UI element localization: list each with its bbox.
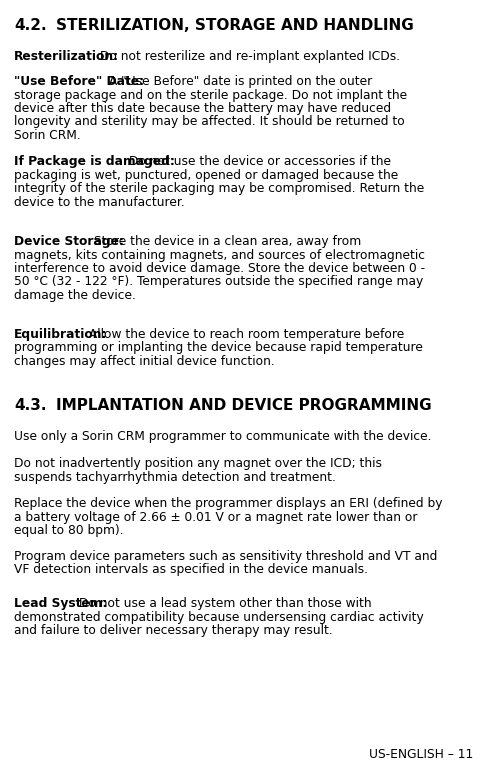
Text: Sorin CRM.: Sorin CRM.	[14, 129, 81, 142]
Text: device after this date because the battery may have reduced: device after this date because the batte…	[14, 102, 391, 115]
Text: STERILIZATION, STORAGE AND HANDLING: STERILIZATION, STORAGE AND HANDLING	[56, 18, 414, 33]
Text: magnets, kits containing magnets, and sources of electromagnetic: magnets, kits containing magnets, and so…	[14, 248, 425, 261]
Text: Replace the device when the programmer displays an ERI (defined by: Replace the device when the programmer d…	[14, 497, 443, 510]
Text: A "Use Before" date is printed on the outer: A "Use Before" date is printed on the ou…	[105, 75, 372, 88]
Text: Store the device in a clean area, away from: Store the device in a clean area, away f…	[90, 235, 361, 248]
Text: storage package and on the sterile package. Do not implant the: storage package and on the sterile packa…	[14, 88, 407, 101]
Text: IMPLANTATION AND DEVICE PROGRAMMING: IMPLANTATION AND DEVICE PROGRAMMING	[56, 398, 431, 413]
Text: 4.3.: 4.3.	[14, 398, 46, 413]
Text: Allow the device to reach room temperature before: Allow the device to reach room temperatu…	[85, 328, 404, 341]
Text: 50 °C (32 - 122 °F). Temperatures outside the specified range may: 50 °C (32 - 122 °F). Temperatures outsid…	[14, 276, 423, 289]
Text: changes may affect initial device function.: changes may affect initial device functi…	[14, 355, 275, 368]
Text: VF detection intervals as specified in the device manuals.: VF detection intervals as specified in t…	[14, 564, 368, 577]
Text: packaging is wet, punctured, opened or damaged because the: packaging is wet, punctured, opened or d…	[14, 168, 398, 181]
Text: Lead System:: Lead System:	[14, 597, 107, 610]
Text: US-ENGLISH – 11: US-ENGLISH – 11	[369, 748, 473, 761]
Text: suspends tachyarrhythmia detection and treatment.: suspends tachyarrhythmia detection and t…	[14, 470, 336, 484]
Text: Do not resterilize and re-implant explanted ICDs.: Do not resterilize and re-implant explan…	[96, 50, 400, 63]
Text: a battery voltage of 2.66 ± 0.01 V or a magnet rate lower than or: a battery voltage of 2.66 ± 0.01 V or a …	[14, 511, 417, 523]
Text: Resterilization:: Resterilization:	[14, 50, 119, 63]
Text: equal to 80 bpm).: equal to 80 bpm).	[14, 524, 124, 537]
Text: Do not use a lead system other than those with: Do not use a lead system other than thos…	[75, 597, 371, 610]
Text: 4.2.: 4.2.	[14, 18, 47, 33]
Text: interference to avoid device damage. Store the device between 0 -: interference to avoid device damage. Sto…	[14, 262, 425, 275]
Text: and failure to deliver necessary therapy may result.: and failure to deliver necessary therapy…	[14, 624, 333, 637]
Text: demonstrated compatibility because undersensing cardiac activity: demonstrated compatibility because under…	[14, 610, 424, 623]
Text: Do not use the device or accessories if the: Do not use the device or accessories if …	[125, 155, 391, 168]
Text: Equilibration:: Equilibration:	[14, 328, 108, 341]
Text: damage the device.: damage the device.	[14, 289, 136, 302]
Text: Device Storage:: Device Storage:	[14, 235, 124, 248]
Text: Use only a Sorin CRM programmer to communicate with the device.: Use only a Sorin CRM programmer to commu…	[14, 430, 431, 443]
Text: "Use Before" Date:: "Use Before" Date:	[14, 75, 144, 88]
Text: Do not inadvertently position any magnet over the ICD; this: Do not inadvertently position any magnet…	[14, 457, 382, 470]
Text: Program device parameters such as sensitivity threshold and VT and: Program device parameters such as sensit…	[14, 550, 437, 563]
Text: longevity and sterility may be affected. It should be returned to: longevity and sterility may be affected.…	[14, 116, 405, 129]
Text: integrity of the sterile packaging may be compromised. Return the: integrity of the sterile packaging may b…	[14, 182, 424, 195]
Text: If Package is damaged:: If Package is damaged:	[14, 155, 175, 168]
Text: device to the manufacturer.: device to the manufacturer.	[14, 196, 185, 209]
Text: programming or implanting the device because rapid temperature: programming or implanting the device bec…	[14, 341, 423, 354]
